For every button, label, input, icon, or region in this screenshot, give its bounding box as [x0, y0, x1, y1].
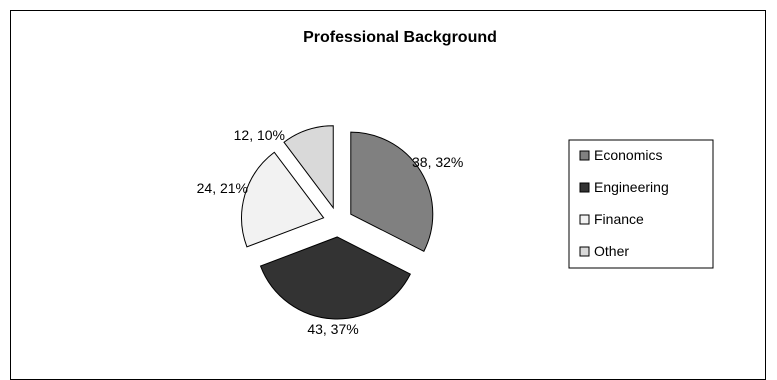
- pie-slices: [241, 125, 434, 320]
- pie-slice-engineering: [259, 236, 411, 320]
- pie-slice-finance: [241, 151, 325, 248]
- data-label-engineering: 43, 37%: [307, 321, 358, 337]
- legend-label-other: Other: [594, 243, 629, 259]
- legend: Economics Engineering Finance Other: [568, 139, 714, 269]
- chart-title: Professional Background: [303, 29, 497, 46]
- legend-swatch-engineering: [579, 182, 590, 193]
- data-label-other: 12, 10%: [234, 127, 285, 143]
- legend-swatch-economics: [579, 150, 590, 161]
- legend-swatch-other: [579, 246, 590, 257]
- pie-chart: Professional Background 38, 32% 43, 37% 24…: [197, 29, 714, 337]
- data-label-finance: 24, 21%: [197, 180, 248, 196]
- legend-swatch-finance: [579, 214, 590, 225]
- legend-label-economics: Economics: [594, 147, 662, 163]
- pie-slice-economics: [350, 131, 434, 252]
- pie-slice-other: [283, 125, 334, 210]
- data-label-economics: 38, 32%: [412, 154, 463, 170]
- legend-label-finance: Finance: [594, 211, 644, 227]
- legend-box: [568, 139, 714, 269]
- data-labels: 38, 32% 43, 37% 24, 21% 12, 10%: [197, 127, 464, 337]
- legend-label-engineering: Engineering: [594, 179, 669, 195]
